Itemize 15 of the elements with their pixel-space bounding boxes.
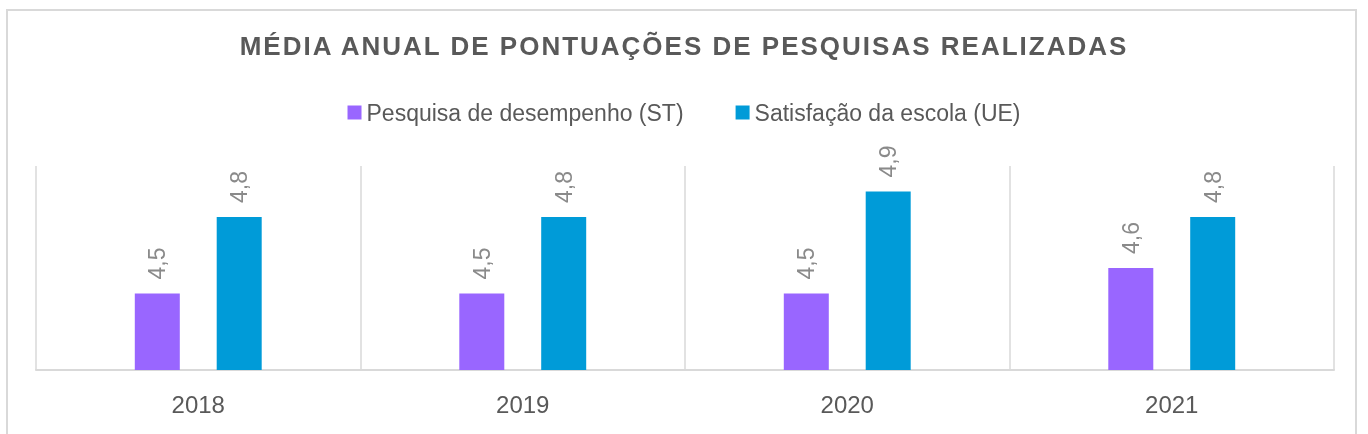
data-label: 4,5	[468, 247, 495, 280]
data-label: 4,9	[875, 145, 902, 178]
legend-label: Satisfação da escola (UE)	[754, 99, 1021, 126]
chart-title: MÉDIA ANUAL DE PONTUAÇÕES DE PESQUISAS REALIZADAS	[238, 30, 1130, 62]
data-label: 4,8	[550, 171, 577, 203]
x-tick-label: 2020	[820, 390, 874, 418]
x-tick-label: 2019	[496, 390, 550, 418]
data-label: 4,6	[1117, 222, 1144, 254]
data-label: 4,8	[1199, 171, 1226, 203]
legend-label: Pesquisa de desempenho (ST)	[366, 99, 684, 126]
x-tick-label: 2021	[1145, 390, 1199, 418]
x-tick-label: 2018	[171, 390, 225, 418]
data-label: 4,5	[144, 247, 171, 280]
data-label: 4,8	[226, 171, 253, 203]
data-label: 4,5	[793, 247, 820, 280]
